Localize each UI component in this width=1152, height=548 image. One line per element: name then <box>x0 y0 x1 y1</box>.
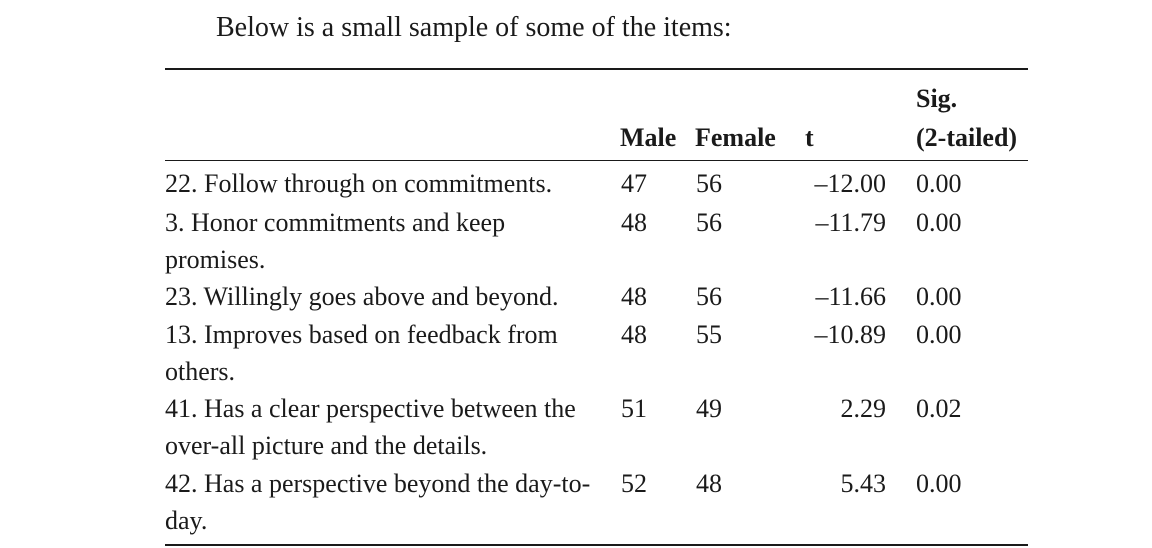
table-row-item: 22. Follow through on commitments. <box>165 169 553 198</box>
table-cell-male: 52 <box>621 469 647 498</box>
table-cell-t: –12.00 <box>814 169 887 198</box>
table-cell-female: 56 <box>696 169 722 198</box>
table-cell-female: 55 <box>696 320 722 349</box>
table-cell-female: 48 <box>696 469 722 498</box>
header-t: t <box>805 123 814 152</box>
table-cell-male: 47 <box>621 169 647 198</box>
header-sig: Sig. <box>916 84 958 113</box>
table-cell-t: 5.43 <box>840 469 887 498</box>
table-row-item: 42. Has a perspective beyond the day-to-… <box>165 469 591 535</box>
table-cell-male: 48 <box>621 282 647 311</box>
header-female: Female <box>695 123 776 152</box>
table-cell-male: 51 <box>621 394 647 423</box>
table-row-item: 3. Honor commitments and keep promises. <box>165 208 506 274</box>
table-cell-sig: 0.02 <box>916 394 962 423</box>
table-top-rule <box>165 68 1028 70</box>
table-cell-t: –11.79 <box>815 208 886 237</box>
table-row-item: 13. Improves based on feedback from othe… <box>165 320 558 386</box>
table-cell-sig: 0.00 <box>916 208 962 237</box>
table-cell-t: –10.89 <box>814 320 887 349</box>
table-row-item: 41. Has a clear perspective between the … <box>165 394 576 460</box>
table-cell-sig: 0.00 <box>916 282 962 311</box>
table-cell-sig: 0.00 <box>916 169 962 198</box>
table-cell-female: 56 <box>696 282 722 311</box>
header-male: Male <box>620 123 677 152</box>
table-cell-male: 48 <box>621 208 647 237</box>
table-cell-t: –11.66 <box>815 282 886 311</box>
table-header-rule <box>165 160 1028 161</box>
table-row-item: 23. Willingly goes above and beyond. <box>165 282 559 311</box>
table-cell-sig: 0.00 <box>916 320 962 349</box>
table-bottom-rule <box>165 544 1028 546</box>
table-cell-female: 56 <box>696 208 722 237</box>
table-cell-male: 48 <box>621 320 647 349</box>
header-sig-2tailed: (2-tailed) <box>916 123 1018 152</box>
table-cell-sig: 0.00 <box>916 469 962 498</box>
intro-text: Below is a small sample of some of the i… <box>216 12 732 43</box>
table-cell-t: 2.29 <box>840 394 887 423</box>
table-cell-female: 49 <box>696 394 722 423</box>
